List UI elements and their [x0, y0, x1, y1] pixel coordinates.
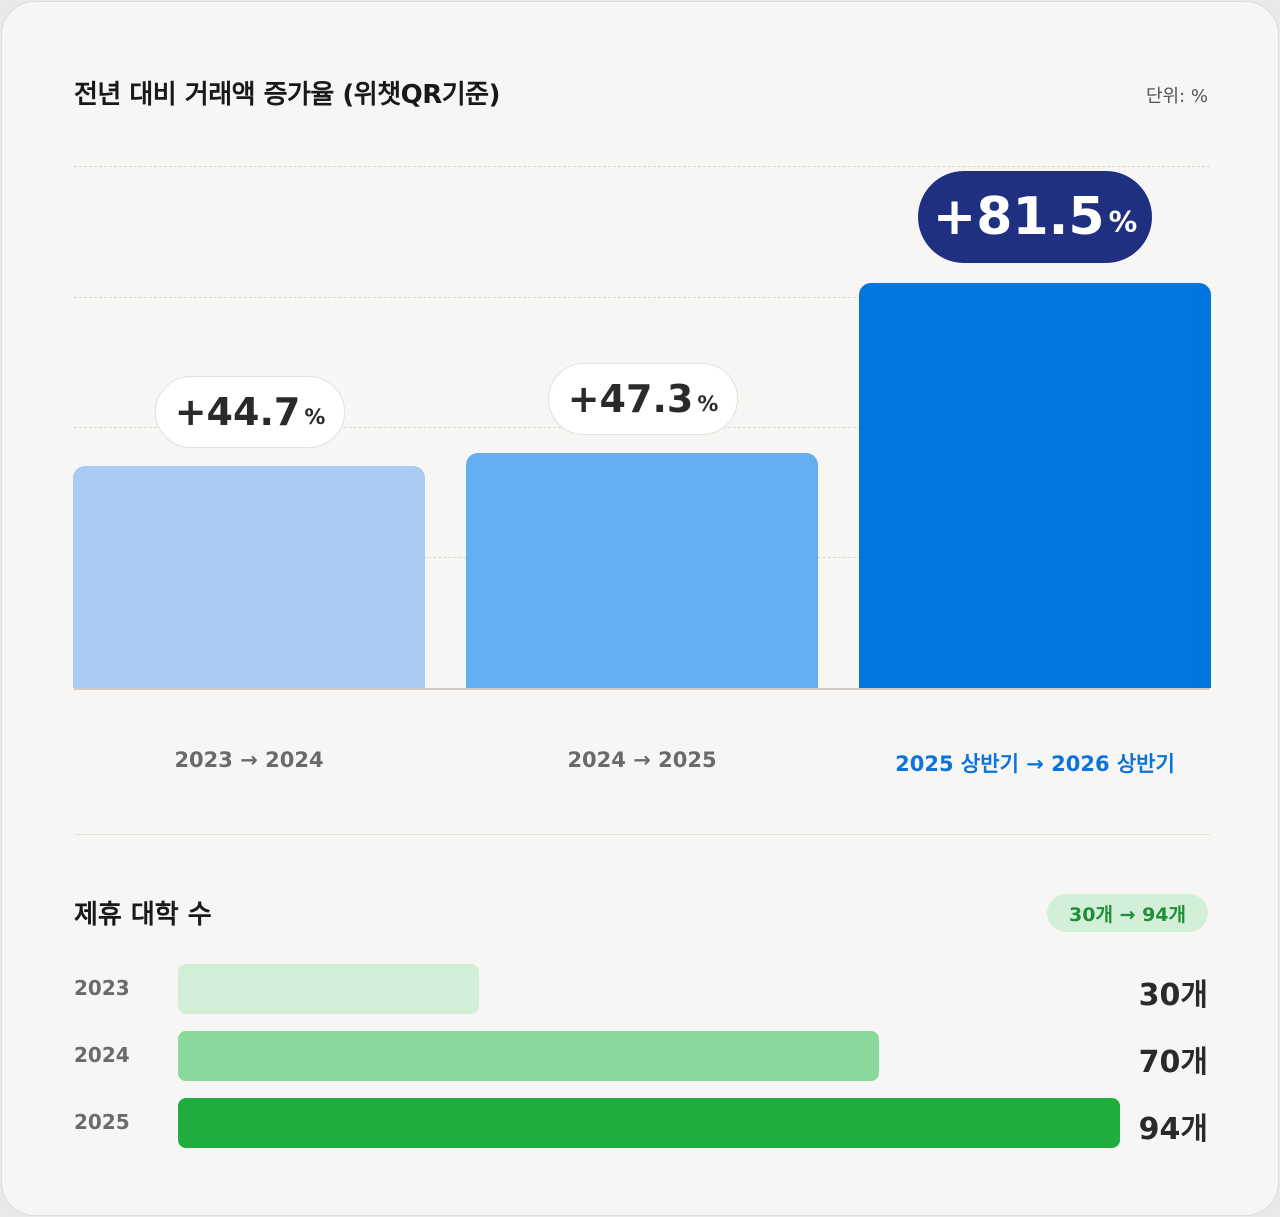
- x-axis-baseline: [74, 688, 1210, 690]
- data-label-value: +81.5: [932, 187, 1105, 247]
- hbar-2025: [178, 1098, 1120, 1148]
- data-label-2: +47.3%: [548, 363, 738, 435]
- bar-2: [466, 453, 818, 688]
- partner-universities-title: 제휴 대학 수: [74, 900, 212, 930]
- data-label-percent: %: [1108, 205, 1138, 239]
- hbar-2024: [178, 1031, 879, 1081]
- data-label-percent: %: [697, 392, 719, 416]
- hbar-2023: [178, 964, 479, 1014]
- x-tick-label: 2025 상반기 → 2026 상반기: [895, 752, 1175, 776]
- data-label-percent: %: [304, 405, 326, 429]
- bar-3: [859, 283, 1211, 688]
- chart-title: 전년 대비 거래액 증가율 (위챗QR기준): [74, 80, 500, 110]
- x-tick-label: 2024 → 2025: [567, 748, 717, 772]
- section-divider: [74, 834, 1210, 835]
- data-label-value: +47.3: [567, 377, 694, 421]
- hbar-value-label: 30개: [1138, 978, 1208, 1013]
- year-label: 2024: [74, 1043, 130, 1067]
- year-label: 2025: [74, 1110, 130, 1134]
- hbar-value-label: 70개: [1138, 1045, 1208, 1080]
- data-label-1: +44.7%: [155, 376, 345, 448]
- unit-label: 단위: %: [1145, 86, 1208, 107]
- year-label: 2023: [74, 976, 130, 1000]
- x-tick-label: 2023 → 2024: [174, 748, 324, 772]
- grid-line: [74, 166, 1210, 167]
- bar-1: [73, 466, 425, 688]
- grid-line: [74, 297, 1210, 298]
- data-label-3: +81.5%: [918, 171, 1152, 263]
- hbar-value-label: 94개: [1138, 1112, 1208, 1147]
- growth-badge: 30개 → 94개: [1047, 894, 1208, 932]
- data-label-value: +44.7: [174, 390, 301, 434]
